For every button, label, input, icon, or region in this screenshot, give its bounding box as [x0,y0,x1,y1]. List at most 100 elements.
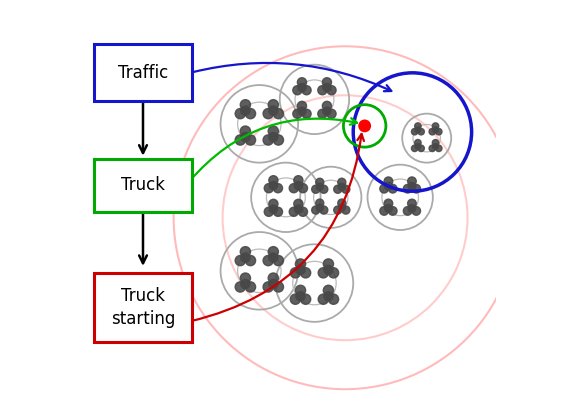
Circle shape [412,145,418,152]
Circle shape [388,185,397,193]
Circle shape [324,292,333,301]
Circle shape [302,85,311,95]
Circle shape [269,132,278,142]
Circle shape [298,207,308,216]
Circle shape [273,184,283,193]
Circle shape [322,78,332,87]
Circle shape [436,129,442,135]
Circle shape [293,85,302,95]
Circle shape [296,285,305,296]
Circle shape [415,139,421,146]
Circle shape [380,185,388,193]
Circle shape [380,207,388,215]
Circle shape [312,185,320,193]
Circle shape [320,206,328,214]
Circle shape [235,256,245,266]
Circle shape [408,205,416,212]
Circle shape [408,182,416,190]
Circle shape [290,294,301,304]
Circle shape [235,109,245,119]
Circle shape [384,182,392,190]
Circle shape [294,205,303,213]
Circle shape [316,183,324,191]
Circle shape [433,127,439,133]
Circle shape [273,207,283,216]
FancyBboxPatch shape [94,273,192,342]
Circle shape [384,177,392,186]
Circle shape [432,123,439,129]
Circle shape [245,135,256,145]
Circle shape [263,256,273,266]
Circle shape [415,123,421,129]
Circle shape [333,206,342,214]
Circle shape [318,294,328,304]
Circle shape [240,126,251,136]
Circle shape [273,256,283,266]
Text: Truck
starting: Truck starting [111,287,175,328]
Circle shape [298,107,306,115]
Circle shape [245,256,256,266]
Circle shape [241,279,250,289]
Circle shape [328,294,339,304]
Circle shape [327,85,336,95]
Circle shape [433,143,439,149]
Text: Truck: Truck [121,176,165,194]
Circle shape [415,127,421,133]
Circle shape [294,199,303,208]
Circle shape [264,184,273,193]
Circle shape [245,109,256,119]
Circle shape [269,175,278,185]
Circle shape [418,145,425,152]
Circle shape [429,145,436,152]
Circle shape [318,268,328,278]
Circle shape [269,279,278,289]
Circle shape [412,129,418,135]
Circle shape [273,135,283,145]
Circle shape [269,205,277,213]
Circle shape [241,132,250,142]
Circle shape [323,107,331,115]
Circle shape [296,292,305,301]
Circle shape [359,120,370,132]
Circle shape [404,185,412,193]
Circle shape [316,204,324,211]
Circle shape [273,109,283,119]
Circle shape [296,265,305,275]
Circle shape [269,106,278,115]
Circle shape [240,99,251,110]
Circle shape [268,247,279,257]
Circle shape [263,109,273,119]
Circle shape [384,199,392,208]
Circle shape [408,177,416,186]
Circle shape [298,184,308,193]
Circle shape [240,273,251,283]
Circle shape [323,83,331,92]
Circle shape [432,139,439,146]
Circle shape [316,199,324,207]
Circle shape [241,106,250,115]
Text: Traffic: Traffic [118,64,168,82]
Circle shape [415,143,421,149]
Circle shape [328,268,339,278]
Circle shape [268,126,279,136]
Circle shape [268,273,279,283]
Circle shape [294,181,303,189]
Circle shape [297,78,307,87]
Circle shape [338,204,346,211]
Circle shape [324,259,333,269]
Circle shape [322,101,332,111]
Circle shape [342,206,350,214]
Circle shape [342,185,350,193]
Circle shape [298,83,306,92]
Circle shape [384,205,392,212]
Circle shape [245,282,256,292]
Circle shape [338,178,346,186]
Circle shape [269,199,278,208]
Circle shape [404,207,412,215]
Circle shape [235,135,245,145]
Circle shape [338,183,346,191]
Circle shape [316,178,324,186]
Circle shape [412,185,420,193]
Circle shape [263,135,273,145]
Circle shape [324,285,333,296]
